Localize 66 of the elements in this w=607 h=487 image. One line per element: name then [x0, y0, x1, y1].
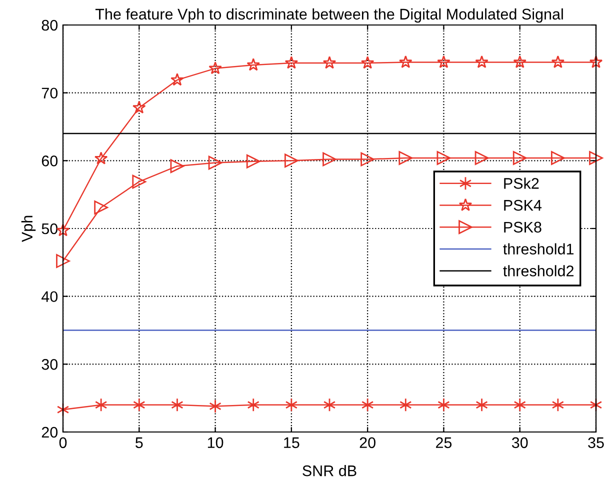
point	[208, 156, 222, 170]
x-tick-label: 10	[208, 437, 224, 448]
point	[246, 58, 260, 71]
legend-label: threshold2	[503, 265, 574, 276]
point	[56, 224, 70, 236]
point	[399, 55, 412, 68]
point	[514, 398, 526, 412]
x-tick-label: 5	[136, 437, 143, 448]
point	[56, 254, 70, 268]
y-tick-label: 30	[42, 359, 58, 370]
x-tick-label: 25	[436, 437, 452, 448]
point	[170, 159, 184, 174]
point	[512, 151, 527, 165]
point	[94, 398, 108, 412]
y-tick-label: 80	[42, 20, 58, 31]
point	[132, 174, 146, 189]
point	[589, 55, 603, 68]
point	[285, 398, 298, 412]
x-tick-label: 0	[59, 437, 67, 448]
point	[589, 151, 603, 165]
point	[400, 398, 412, 412]
legend-label: PSK8	[504, 222, 542, 233]
point	[436, 151, 451, 165]
point	[284, 154, 298, 168]
y-tick-label: 20	[42, 426, 58, 438]
y-tick-label: 40	[42, 291, 58, 302]
point	[475, 55, 488, 68]
x-tick-label: 30	[512, 437, 528, 448]
legend-label: threshold1	[503, 243, 574, 254]
legend-label: PSk2	[504, 178, 539, 189]
point	[551, 55, 565, 68]
point	[322, 56, 336, 69]
x-axis-title: SNR dB	[302, 464, 356, 476]
chart-title: The feature Vph to discriminate between the Digital Modulated Signal	[95, 8, 563, 23]
point	[474, 151, 489, 165]
point	[284, 56, 298, 69]
point	[438, 398, 450, 412]
x-tick-label: 15	[284, 437, 300, 448]
point	[360, 152, 375, 166]
point	[171, 398, 184, 412]
point	[322, 152, 336, 166]
point	[170, 73, 184, 86]
y-tick-label: 60	[42, 156, 58, 166]
point	[94, 152, 108, 164]
point	[209, 399, 222, 414]
point	[208, 61, 222, 74]
point	[246, 154, 260, 168]
point	[552, 398, 564, 412]
point	[132, 100, 146, 114]
point	[398, 151, 413, 165]
point	[550, 151, 565, 165]
point	[513, 55, 526, 68]
legend-label: PSK4	[504, 200, 542, 211]
y-tick-label: 50	[42, 223, 58, 234]
point	[476, 398, 488, 412]
point	[361, 398, 374, 412]
x-tick-label: 35	[588, 437, 604, 448]
y-axis-title: Vph	[21, 216, 36, 242]
point	[360, 56, 374, 69]
point	[247, 398, 260, 412]
x-tick-label: 20	[360, 437, 376, 448]
point	[94, 200, 108, 214]
point	[133, 398, 146, 412]
y-tick-label: 70	[42, 88, 58, 99]
point	[323, 398, 336, 412]
point	[437, 55, 450, 68]
